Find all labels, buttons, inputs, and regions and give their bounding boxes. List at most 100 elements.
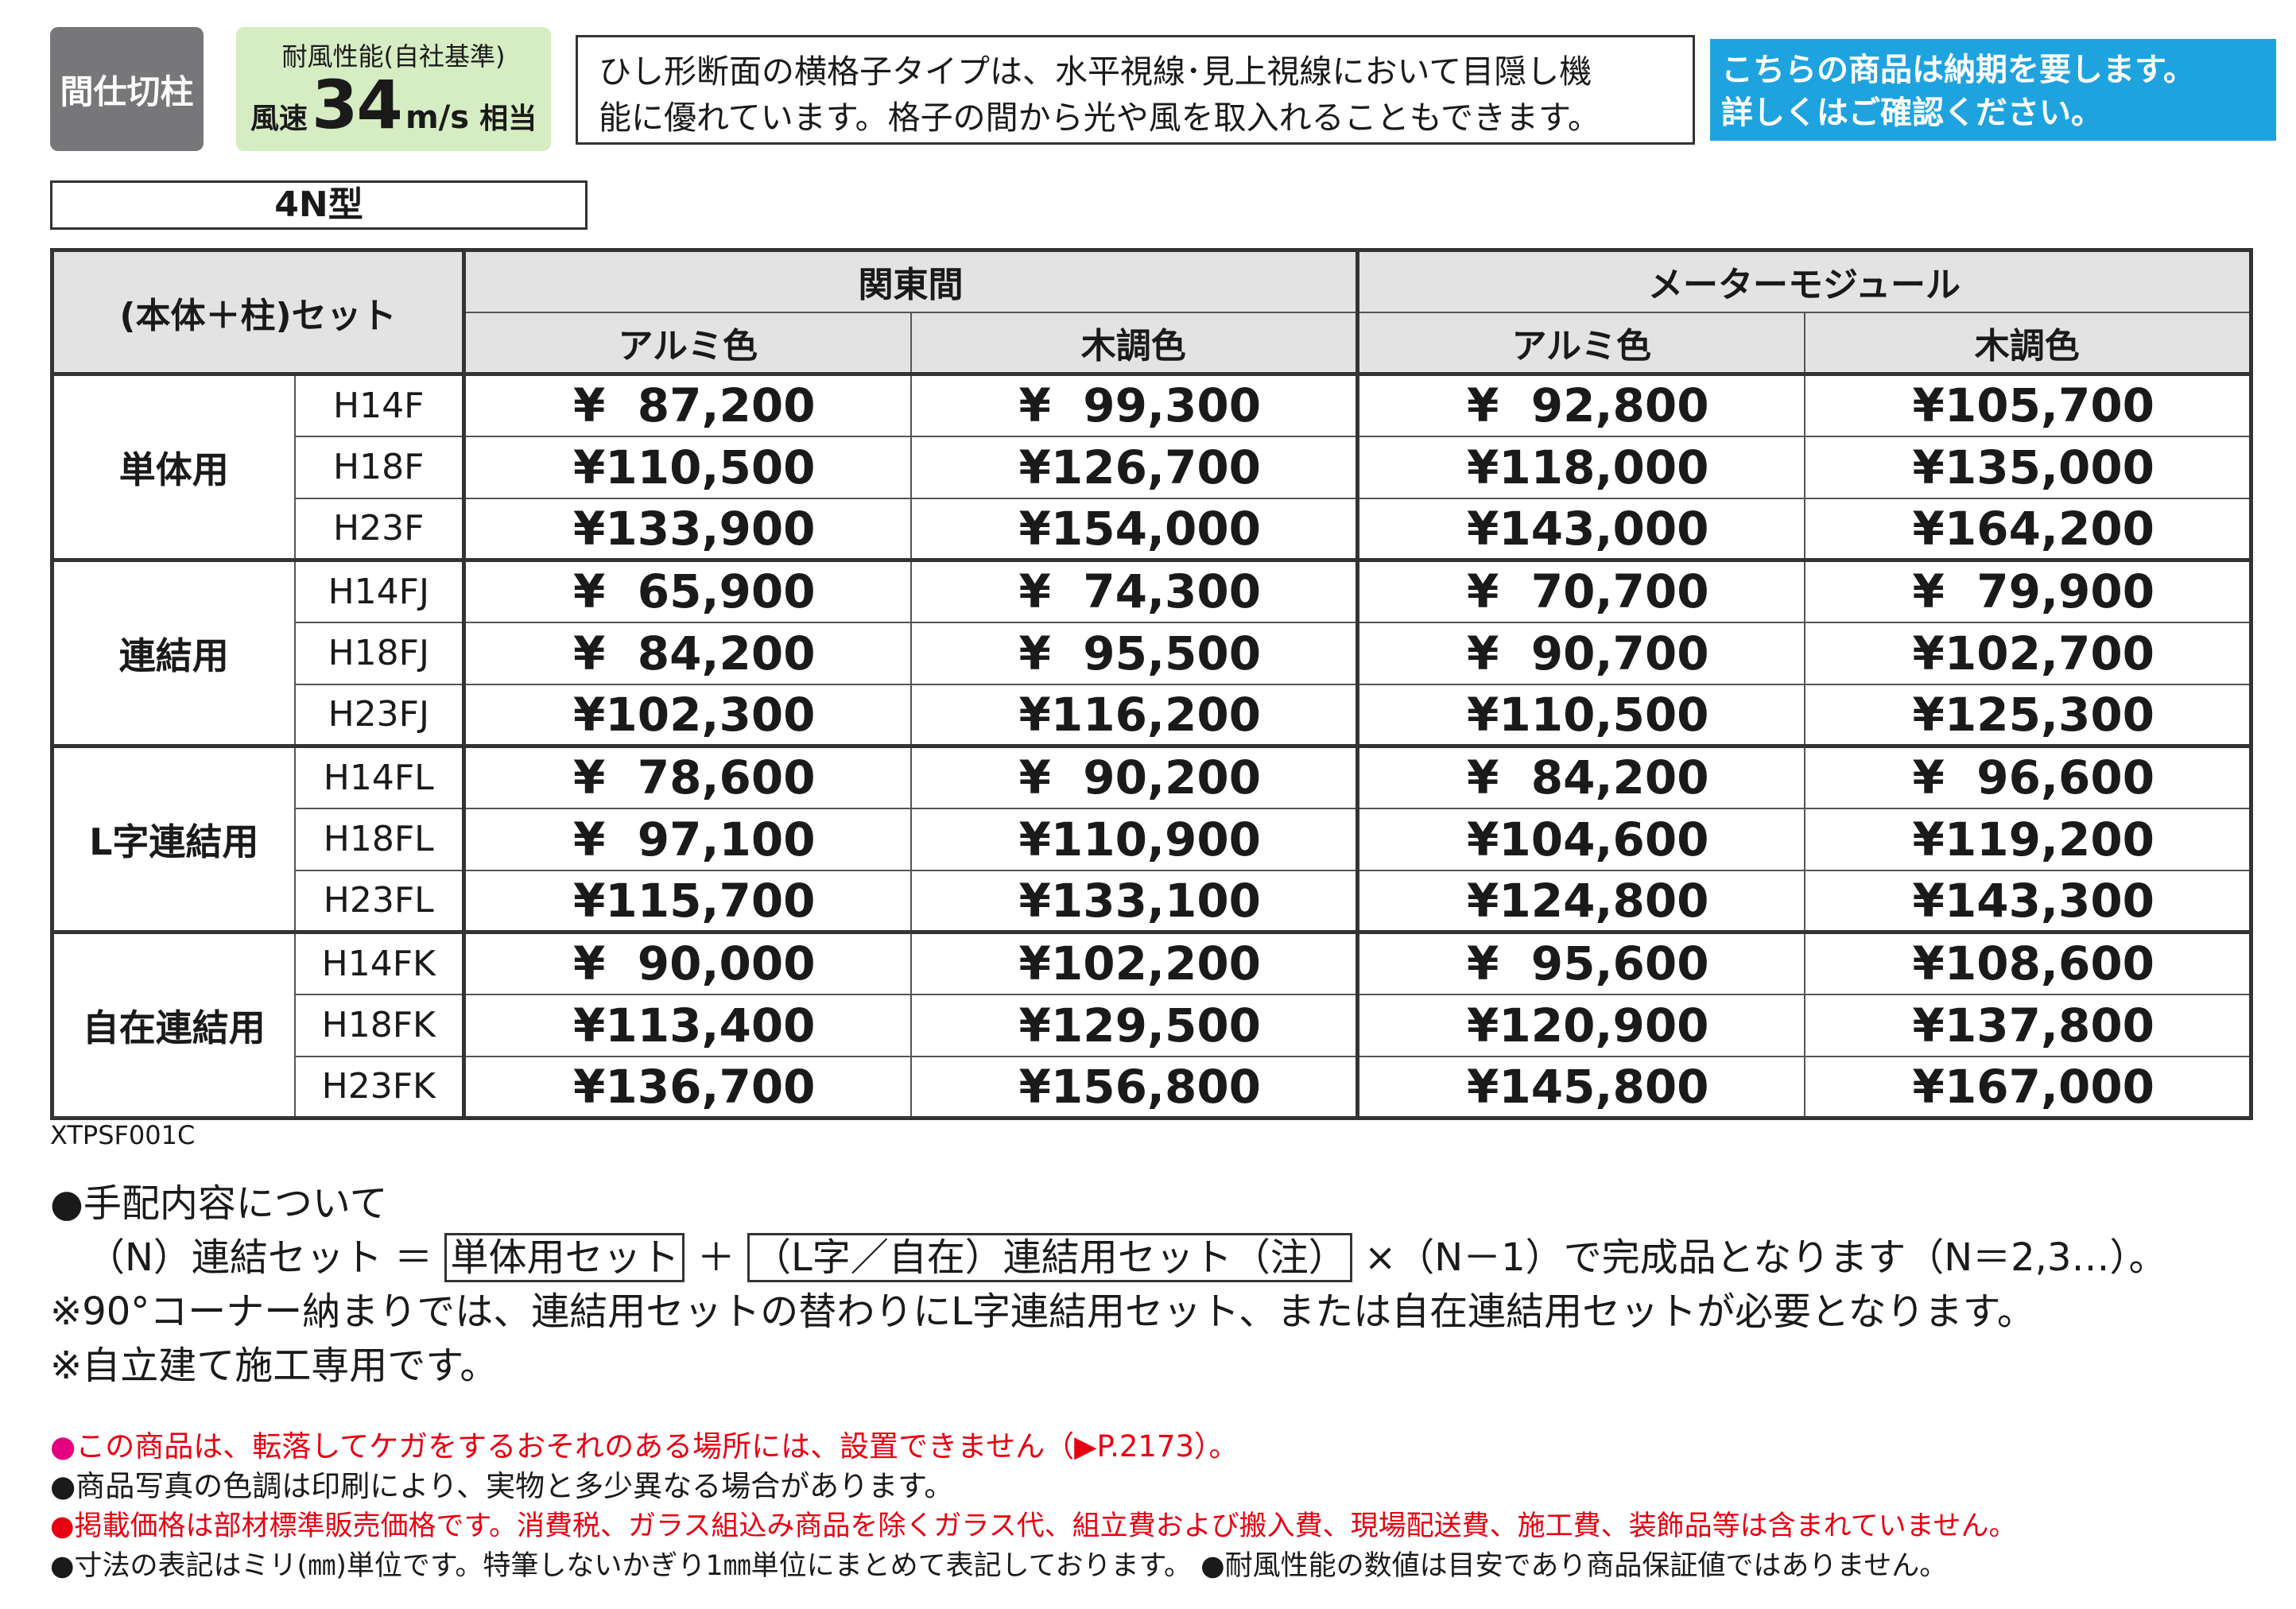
price-cell: ¥119,200: [1803, 807, 2252, 871]
model-code: H18FL: [293, 807, 465, 871]
price-cell: ¥105,700: [1803, 372, 2252, 437]
price-cell: ¥ 95,600: [1355, 930, 1805, 995]
price-cell: ¥120,900: [1355, 993, 1805, 1057]
wind-value: 34: [311, 66, 403, 144]
price-cell: ¥164,200: [1803, 497, 2252, 561]
price-cell: ¥ 99,300: [909, 372, 1359, 437]
footer-line-2: ●商品写真の色調は印刷により、実物と多少異なる場合があります。: [50, 1469, 954, 1503]
table-row: H23FL ¥115,700 ¥133,100 ¥124,800 ¥143,300: [52, 869, 2252, 933]
price-cell: ¥ 70,700: [1355, 558, 1805, 623]
footer-line-4: ●寸法の表記はミリ(㎜)単位です。特筆しないかぎり1㎜単位にまとめて表記しており…: [50, 1550, 1948, 1582]
group-label: L字連結用: [51, 744, 296, 933]
price-cell: ¥118,000: [1355, 435, 1805, 499]
order-formula: （N）連結セット ＝ 単体用セット ＋ （L字／自在）連結用セット（注） ×（N…: [50, 1231, 2166, 1285]
table-row: H23F ¥133,900 ¥154,000 ¥143,000 ¥164,200: [52, 497, 2252, 561]
table-row: H18FL ¥ 97,100 ¥110,900 ¥104,600 ¥119,200: [52, 807, 2252, 871]
model-code: H23F: [293, 497, 465, 561]
price-cell: ¥143,300: [1803, 869, 2252, 933]
price-cell: ¥ 84,200: [462, 621, 912, 685]
price-cell: ¥102,700: [1803, 621, 2252, 685]
installation-note: ※自立建て施工専用です。: [50, 1343, 498, 1388]
model-code: H14FJ: [293, 558, 465, 623]
table-row: H23FJ ¥102,300 ¥116,200 ¥110,500 ¥125,300: [52, 683, 2252, 747]
price-cell: ¥ 87,200: [462, 372, 912, 437]
type-label: 4N型: [50, 180, 588, 230]
price-cell: ¥124,800: [1355, 869, 1805, 933]
order-heading: ●手配内容について: [50, 1181, 388, 1226]
color-header: 木調色: [909, 311, 1359, 375]
table-row: H18FJ ¥ 84,200 ¥ 95,500 ¥ 90,700 ¥102,700: [52, 621, 2252, 685]
price-cell: ¥ 97,100: [462, 807, 912, 871]
price-cell: ¥108,600: [1803, 930, 2252, 995]
price-cell: ¥110,500: [462, 435, 912, 499]
model-code: H14F: [293, 372, 465, 437]
footer-line-3: ●掲載価格は部材標準販売価格です。消費税、ガラス組込み商品を除くガラス代、組立費…: [50, 1506, 2017, 1546]
price-cell: ¥135,000: [1803, 435, 2252, 499]
wind-value-line: 風速 34 m/s 相当: [236, 72, 551, 138]
price-cell: ¥154,000: [909, 497, 1359, 561]
region-header-kanto: 関東間: [462, 249, 1359, 313]
price-cell: ¥137,800: [1803, 993, 2252, 1057]
category-badge: 間仕切柱: [50, 27, 204, 151]
price-cell: ¥167,000: [1803, 1055, 2252, 1119]
price-cell: ¥104,600: [1355, 807, 1805, 871]
price-disclaimer: 掲載価格は部材標準販売価格です。消費税、ガラス組込み商品を除くガラス代、組立費お…: [74, 1510, 2017, 1542]
price-cell: ¥ 90,000: [462, 930, 912, 995]
price-cell: ¥ 78,600: [462, 744, 912, 809]
model-code: H23FL: [293, 869, 465, 933]
price-cell: ¥102,300: [462, 683, 912, 747]
notice-line: こちらの商品は納期を要します。: [1721, 52, 2195, 88]
color-header: アルミ色: [462, 311, 912, 375]
price-cell: ¥126,700: [909, 435, 1359, 499]
price-cell: ¥ 79,900: [1803, 558, 2252, 623]
fall-warning: この商品は、転落してケガをするおそれのある場所には、設置できません（▶P.217…: [76, 1429, 1239, 1464]
formula-suffix: ×（N－1）で完成品となります（N＝2,3…）。: [1352, 1235, 2167, 1280]
wind-title: 耐風性能(自社基準): [281, 41, 506, 72]
model-code: H14FK: [293, 930, 465, 995]
model-code: H14FL: [293, 744, 465, 809]
table-row: H18F ¥110,500 ¥126,700 ¥118,000 ¥135,000: [52, 435, 2252, 499]
table-row: 連結用 H14FJ ¥ 65,900 ¥ 74,300 ¥ 70,700 ¥ 79,900: [51, 558, 2252, 747]
price-cell: ¥ 65,900: [462, 558, 912, 623]
price-cell: ¥ 90,200: [909, 744, 1359, 809]
footer-bullet: ●: [50, 1429, 76, 1464]
order-notes: ●手配内容について （N）連結セット ＝ 単体用セット ＋ （L字／自在）連結用…: [50, 1177, 2166, 1393]
table-row: H18FK ¥113,400 ¥129,500 ¥120,900 ¥137,800: [52, 993, 2252, 1057]
group-label: 単体用: [51, 372, 296, 561]
price-cell: ¥ 84,200: [1355, 744, 1805, 809]
table-row: H23FK ¥136,700 ¥156,800 ¥145,800 ¥167,000: [52, 1055, 2252, 1119]
group-label: 連結用: [51, 558, 296, 747]
price-cell: ¥115,700: [462, 869, 912, 933]
price-cell: ¥113,400: [462, 993, 912, 1057]
price-cell: ¥110,500: [1355, 683, 1805, 747]
single-set-box: 単体用セット: [444, 1233, 685, 1282]
color-header: アルミ色: [1355, 311, 1805, 375]
price-cell: ¥ 92,800: [1355, 372, 1805, 437]
formula-prefix: （N）連結セット ＝: [87, 1235, 445, 1280]
table-row: L字連結用 H14FL ¥ 78,600 ¥ 90,200 ¥ 84,200 ¥ 96,6…: [51, 744, 2252, 933]
footer-notes: ●この商品は、転落してケガをするおそれのある場所には、設置できません（▶P.21…: [50, 1427, 2017, 1586]
price-cell: ¥ 90,700: [1355, 621, 1805, 685]
price-cell: ¥102,200: [909, 930, 1359, 995]
product-description: ひし形断面の横格子タイプは、水平視線･見上視線において目隠し機 能に優れています…: [576, 35, 1695, 145]
connection-set-box: （L字／自在）連結用セット（注）: [747, 1233, 1352, 1282]
price-cell: ¥ 74,300: [909, 558, 1359, 623]
price-cell: ¥129,500: [909, 993, 1359, 1057]
price-cell: ¥133,900: [462, 497, 912, 561]
group-label: 自在連結用: [51, 930, 296, 1119]
price-cell: ¥110,900: [909, 807, 1359, 871]
model-code: H23FK: [293, 1055, 465, 1119]
price-cell: ¥125,300: [1803, 683, 2252, 747]
model-code: H18FK: [293, 993, 465, 1057]
wind-performance-badge: 耐風性能(自社基準) 風速 34 m/s 相当: [236, 27, 551, 151]
model-code: H18FJ: [293, 621, 465, 685]
formula-plus: ＋: [685, 1235, 747, 1280]
model-code: H18F: [293, 435, 465, 499]
price-cell: ¥136,700: [462, 1055, 912, 1119]
table-row: 自在連結用 H14FK ¥ 90,000 ¥102,200 ¥ 95,600 ¥108,6…: [51, 930, 2252, 1119]
wind-label: 風速: [250, 103, 308, 135]
price-cell: ¥133,100: [909, 869, 1359, 933]
price-cell: ¥ 96,600: [1803, 744, 2252, 809]
price-cell: ¥145,800: [1355, 1055, 1805, 1119]
notice-line: 詳しくはご確認ください。: [1721, 95, 2103, 131]
